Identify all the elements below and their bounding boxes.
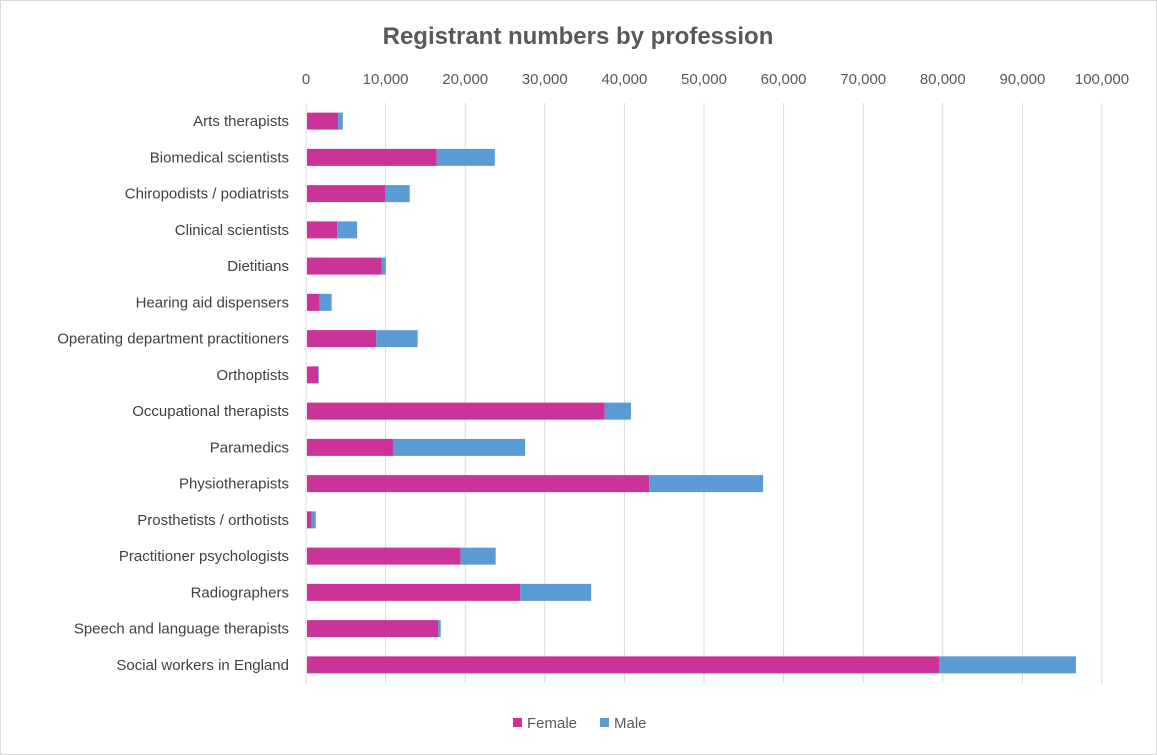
bar-male [460,547,496,565]
bar-male [385,185,410,203]
bar-male [319,293,332,311]
bar-female [307,293,320,311]
category-label: Dietitians [227,258,289,275]
x-tick-label: 60,000 [761,71,807,88]
legend-swatch-male [600,718,609,727]
bar-female [307,511,312,529]
x-tick-label: 20,000 [442,71,488,88]
bar-male [520,583,592,601]
bar-female [307,330,377,348]
category-label: Orthoptists [216,367,289,384]
bar-female [307,547,461,565]
bar-male [438,620,441,638]
bar-male [337,221,358,239]
x-tick-label: 50,000 [681,71,727,88]
x-tick-label: 90,000 [999,71,1045,88]
bar-male [604,402,631,420]
category-label: Hearing aid dispensers [136,294,289,311]
bar-female [307,112,339,130]
x-tick-label: 80,000 [920,71,966,88]
legend-swatch-female [513,718,522,727]
bar-male [649,475,764,493]
category-label: Occupational therapists [132,403,289,420]
bar-female [307,438,393,456]
category-label: Prosthetists / orthotists [137,512,289,529]
bar-male [338,112,343,130]
bar-male [436,148,495,166]
bar-female [307,366,319,384]
x-tick-label: 40,000 [601,71,647,88]
x-tick-label: 10,000 [363,71,409,88]
bar-male [311,511,316,529]
legend-label-female: Female [527,715,577,732]
bar-female [307,475,650,493]
chart-title: Registrant numbers by profession [383,23,774,50]
bar-female [307,402,605,420]
category-label: Chiropodists / podiatrists [125,186,289,203]
category-label: Clinical scientists [175,222,289,239]
category-label: Arts therapists [193,113,289,130]
bar-female [307,185,386,203]
category-label: Practitioner psychologists [119,548,289,565]
category-label: Paramedics [210,439,289,456]
category-label: Physiotherapists [179,476,289,493]
x-tick-label: 70,000 [840,71,886,88]
category-label: Biomedical scientists [150,149,289,166]
category-label: Social workers in England [116,657,289,674]
category-label: Radiographers [191,584,289,601]
bar-female [307,656,940,674]
category-label: Speech and language therapists [74,621,289,638]
category-label: Operating department practitioners [57,331,289,348]
bar-male [939,656,1076,674]
bar-female [307,583,521,601]
bar-male [392,438,526,456]
bar-female [307,221,338,239]
bar-female [307,257,382,275]
legend-label-male: Male [614,715,647,732]
bar-female [307,148,437,166]
bar-female [307,620,439,638]
x-tick-label: 100,000 [1075,71,1129,88]
bar-male [376,330,418,348]
x-tick-label: 30,000 [522,71,568,88]
bar-male [381,257,386,275]
bar-male [318,366,319,384]
x-tick-label: 0 [302,71,310,88]
